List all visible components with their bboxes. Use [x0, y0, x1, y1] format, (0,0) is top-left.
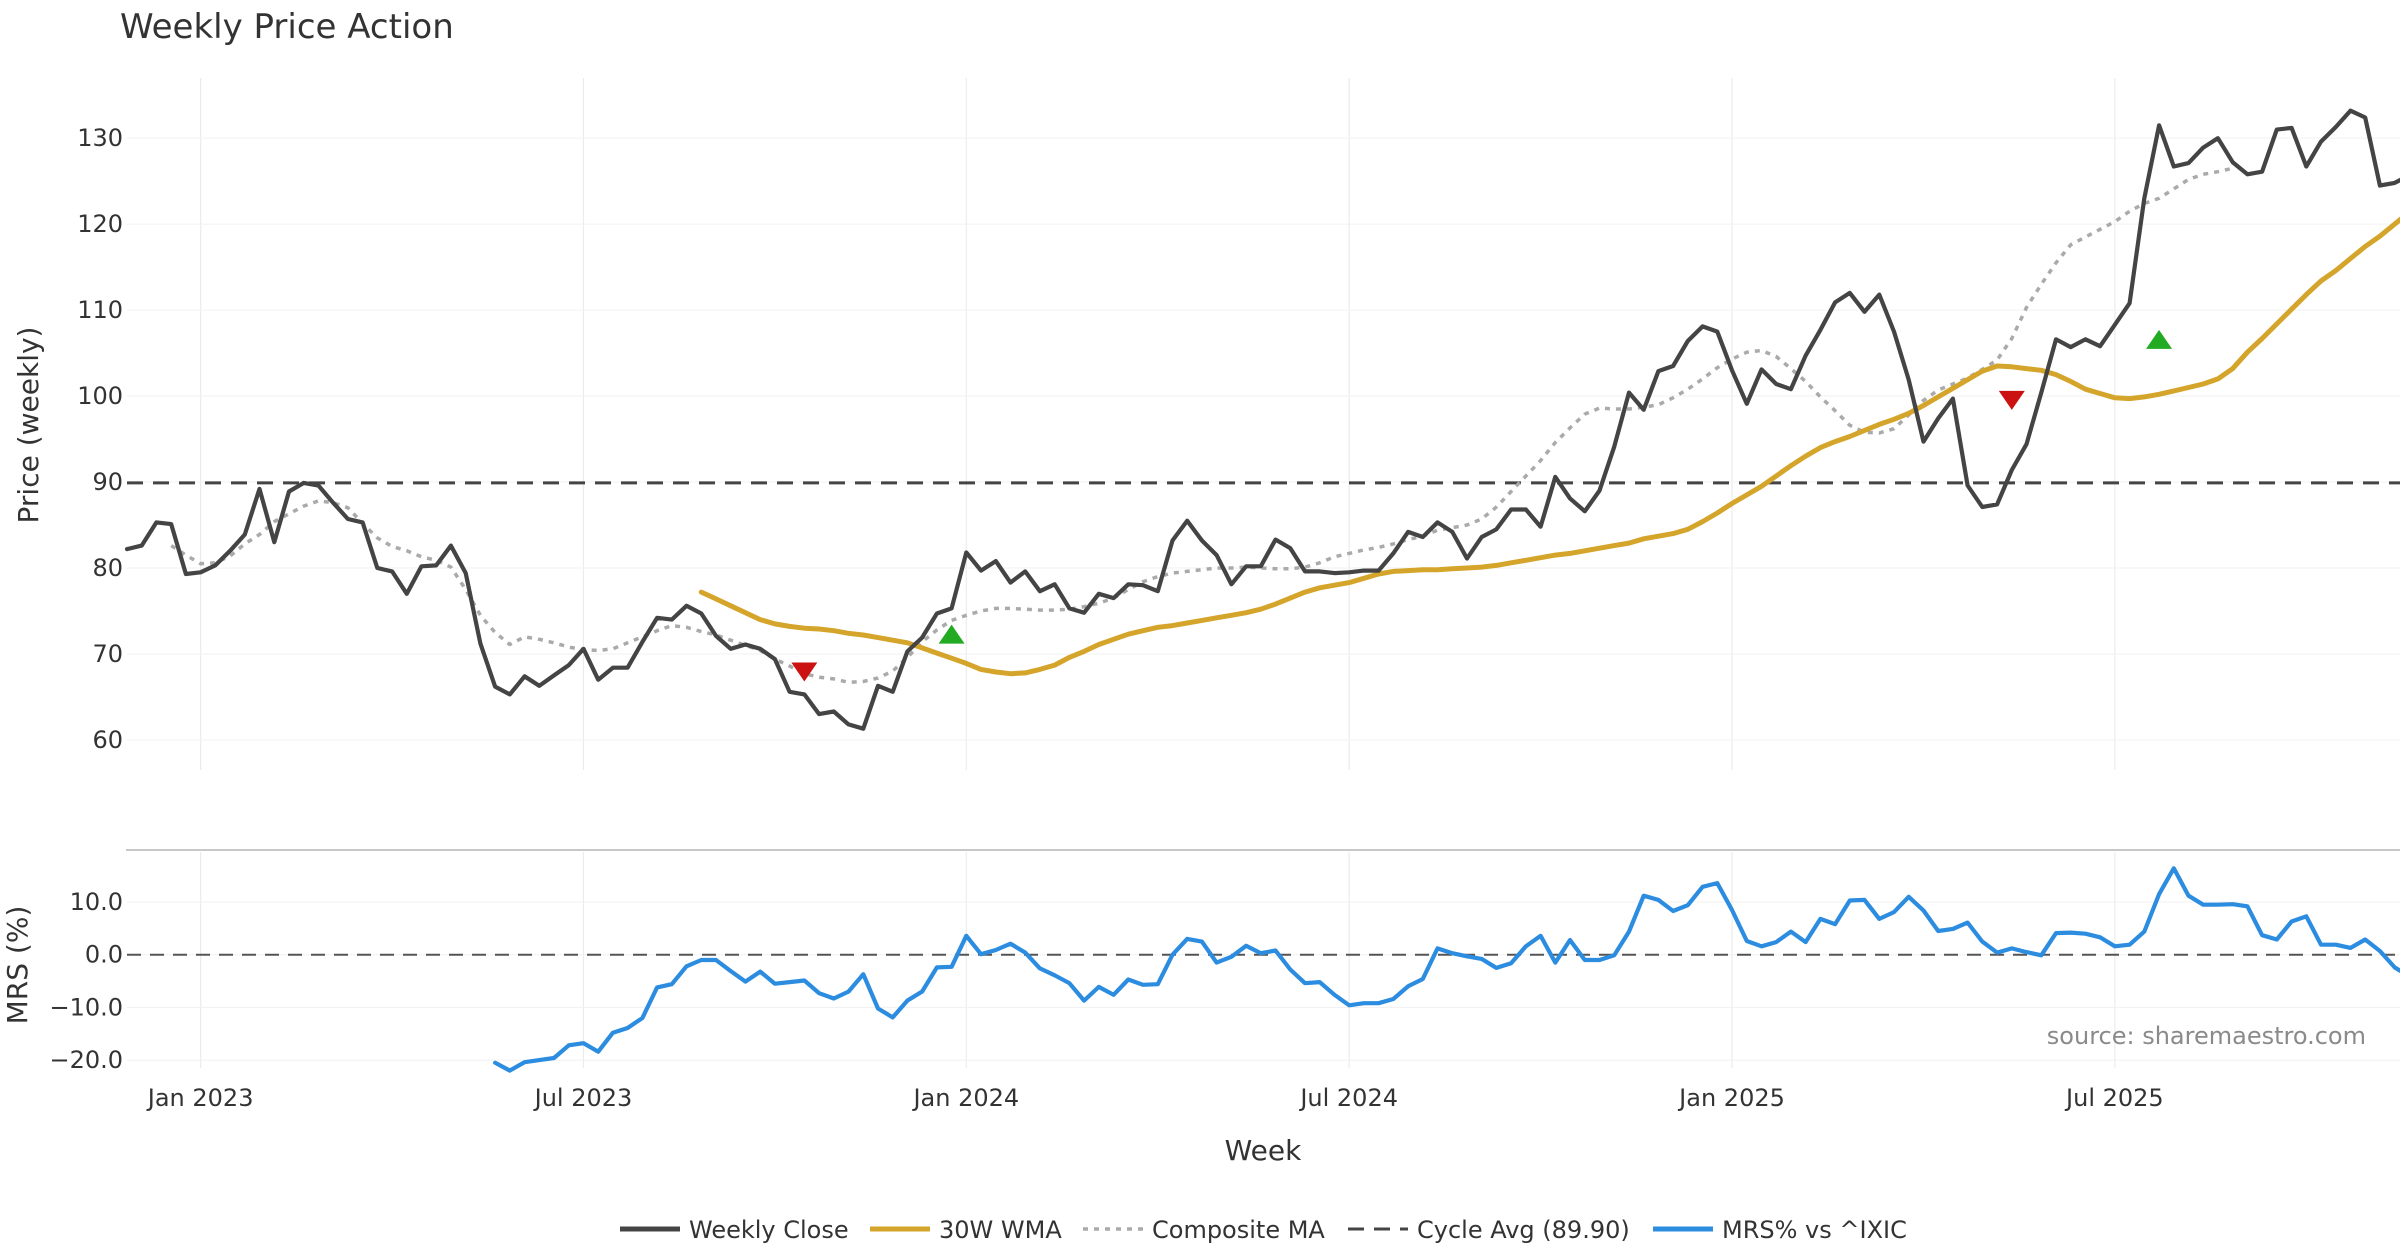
price-y-axis-label: Price (weekly): [12, 327, 45, 524]
mrs-y-tick-label: −20.0: [49, 1046, 123, 1074]
legend: Weekly Close 30W WMA Composite MA Cycle Avg…: [620, 1216, 1907, 1244]
sell-signal-marker: [791, 662, 818, 682]
mrs-series: [493, 866, 2400, 1073]
price-gridlines: [127, 78, 2400, 770]
price-panel: 60 70 80 90 100 110 120 130 Price (weekly): [12, 78, 2400, 770]
price-series: [124, 108, 2400, 731]
price-y-tick-label: 130: [77, 124, 123, 152]
mrs-y-tick-label: 10.0: [70, 888, 123, 916]
price-y-tick-label: 70: [92, 640, 123, 668]
legend-label: Composite MA: [1152, 1216, 1325, 1244]
mrs-y-axis-label: MRS (%): [1, 906, 34, 1025]
source-label: source: sharemaestro.com: [2047, 1022, 2366, 1050]
mrs-line: [493, 866, 2400, 1073]
price-y-tick-label: 90: [92, 468, 123, 496]
x-tick-label: Jan 2023: [146, 1084, 254, 1112]
mrs-y-ticks: −20.0 −10.0 0.0 10.0: [49, 888, 123, 1074]
x-tick-label: Jan 2025: [1677, 1084, 1785, 1112]
price-signals: [791, 329, 2173, 682]
mrs-y-tick-label: 0.0: [85, 941, 123, 969]
chart-title: Weekly Price Action: [120, 7, 454, 47]
legend-item: MRS% vs ^IXIC: [1653, 1216, 1907, 1244]
buy-signal-marker: [938, 624, 965, 644]
sell-signal-marker: [1998, 390, 2025, 410]
x-tick-label: Jul 2024: [1298, 1084, 1398, 1112]
legend-item: 30W WMA: [870, 1216, 1062, 1244]
x-tick-label: Jul 2023: [533, 1084, 633, 1112]
legend-label: Cycle Avg (89.90): [1417, 1216, 1630, 1244]
legend-item: Cycle Avg (89.90): [1348, 1216, 1630, 1244]
composite-ma-line: [170, 166, 2234, 685]
x-axis-label: Week: [1225, 1134, 1302, 1167]
x-axis-ticks: Jan 2023 Jul 2023 Jan 2024 Jul 2024 Jan 2025…: [146, 1084, 2164, 1112]
legend-label: MRS% vs ^IXIC: [1722, 1216, 1907, 1244]
x-tick-label: Jan 2024: [911, 1084, 1019, 1112]
price-y-tick-label: 100: [77, 382, 123, 410]
price-y-tick-label: 60: [92, 726, 123, 754]
price-y-tick-label: 80: [92, 554, 123, 582]
price-y-tick-label: 110: [77, 296, 123, 324]
legend-item: Composite MA: [1083, 1216, 1325, 1244]
price-y-ticks: 60 70 80 90 100 110 120 130: [77, 124, 123, 754]
weekly-close-line: [124, 108, 2400, 731]
price-y-tick-label: 120: [77, 210, 123, 238]
mrs-y-tick-label: −10.0: [49, 993, 123, 1021]
legend-item: Weekly Close: [620, 1216, 849, 1244]
buy-signal-marker: [2146, 329, 2173, 349]
legend-label: 30W WMA: [939, 1216, 1062, 1244]
wma-30w-line: [698, 216, 2400, 677]
x-tick-label: Jul 2025: [2064, 1084, 2164, 1112]
mrs-panel: −20.0 −10.0 0.0 10.0 MRS (%) source: sharem…: [1, 852, 2400, 1074]
legend-label: Weekly Close: [689, 1216, 849, 1244]
